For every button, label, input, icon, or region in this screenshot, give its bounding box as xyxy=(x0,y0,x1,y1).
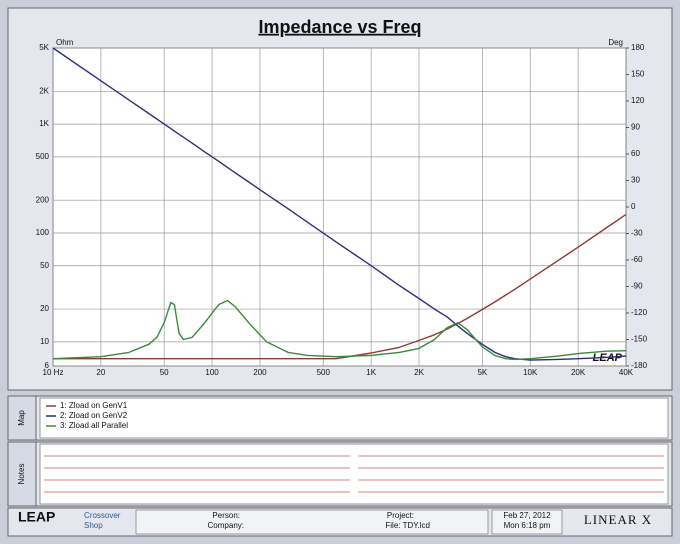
series-line xyxy=(52,299,627,361)
y-tick-label: 100 xyxy=(36,228,50,237)
y2-tick-label: -90 xyxy=(631,282,643,291)
y-tick-label: 200 xyxy=(36,195,50,204)
x-tick-label: 5K xyxy=(477,368,487,377)
date-box xyxy=(491,509,563,535)
x-tick-label: 50 xyxy=(160,368,169,377)
y2-tick-label: -150 xyxy=(631,335,648,344)
y-tick-label: 5K xyxy=(39,43,49,52)
project: Project: xyxy=(387,511,414,520)
y2-tick-label: -30 xyxy=(631,229,643,238)
brand: LINEAR X xyxy=(584,512,652,527)
notes-box xyxy=(39,443,669,505)
series-line xyxy=(53,213,627,360)
notes-label: Notes xyxy=(17,464,26,485)
y2-tick-label: -120 xyxy=(631,308,648,317)
x-tick-label: 40K xyxy=(619,368,634,377)
y2-tick-label: 30 xyxy=(631,176,640,185)
map-tab xyxy=(7,395,37,441)
time: Mon 6:18 pm xyxy=(504,521,551,530)
file: File: TDY.lcd xyxy=(385,521,430,530)
y-tick-label: 10 xyxy=(40,337,49,346)
legend-box xyxy=(39,397,669,439)
x-tick-label: 100 xyxy=(205,368,219,377)
y2-axis-label: Deg xyxy=(608,38,623,47)
x-tick-label: 10 Hz xyxy=(43,368,64,377)
person: Person: xyxy=(212,511,240,520)
notes-lines xyxy=(44,455,664,493)
app-name: Crossover xyxy=(84,511,121,520)
notes-tab xyxy=(7,441,37,507)
y-tick-label: 20 xyxy=(40,304,49,313)
chart-title: Impedance vs Freq xyxy=(258,17,421,37)
x-tick-label: 20K xyxy=(571,368,586,377)
y-tick-label: 500 xyxy=(36,152,50,161)
y2-tick-label: -180 xyxy=(631,361,648,370)
x-tick-label: 500 xyxy=(317,368,331,377)
x-tick-label: 10K xyxy=(523,368,538,377)
y2-tick-label: -60 xyxy=(631,255,643,264)
map-label: Map xyxy=(17,410,26,426)
y-tick-label: 2K xyxy=(39,86,49,95)
y2-tick-label: 60 xyxy=(631,149,640,158)
y2-tick-label: 90 xyxy=(631,123,640,132)
y2-tick-label: 120 xyxy=(631,96,645,105)
x-tick-label: 20 xyxy=(96,368,105,377)
x-tick-label: 2K xyxy=(414,368,424,377)
legend-label: 1: Zload on GenV1 xyxy=(60,401,128,410)
company: Company: xyxy=(208,521,244,530)
x-tick-label: 200 xyxy=(253,368,267,377)
date: Feb 27, 2012 xyxy=(503,511,551,520)
app-name: Shop xyxy=(84,521,103,530)
plot-area xyxy=(52,47,627,367)
footer-logo: LEAP xyxy=(18,509,55,525)
legend-label: 2: Zload on GenV2 xyxy=(60,411,128,420)
legend-label: 3: Zload all Parallel xyxy=(60,421,128,430)
x-tick-label: 1K xyxy=(366,368,376,377)
y-tick-label: 6 xyxy=(45,361,50,370)
y-axis-label: Ohm xyxy=(56,38,74,47)
y2-tick-label: 150 xyxy=(631,70,645,79)
y2-tick-label: 180 xyxy=(631,43,645,52)
series-line xyxy=(52,47,627,361)
y-tick-label: 50 xyxy=(40,261,49,270)
info-box xyxy=(135,509,489,535)
y2-tick-label: 0 xyxy=(631,202,636,211)
y-tick-label: 1K xyxy=(39,119,49,128)
